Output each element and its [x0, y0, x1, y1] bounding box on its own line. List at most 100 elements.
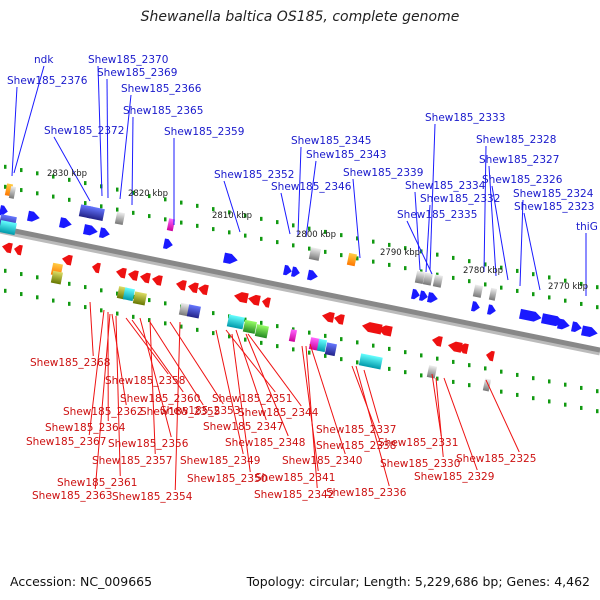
- reverse-gene-arrow: [248, 294, 261, 306]
- gene-label-bottom: Shew185_2325: [456, 453, 536, 465]
- tick-dot: [292, 243, 295, 248]
- gene-label-top: Shew185_2327: [479, 154, 559, 166]
- tick-dot: [36, 171, 39, 176]
- tick-dot: [548, 275, 551, 280]
- tick-dot: [228, 230, 231, 235]
- tick-dot: [228, 210, 231, 215]
- tick-dot: [324, 229, 327, 234]
- gene-label-top: Shew185_2352: [214, 169, 294, 181]
- tick-dot: [580, 385, 583, 390]
- tick-dot: [164, 301, 167, 306]
- gene-label-bottom: Shew185_2362: [63, 406, 143, 418]
- reverse-gene-arrow: [262, 297, 271, 308]
- forward-gene-arrow: [307, 269, 318, 281]
- gene-label-top: Shew185_2334: [405, 180, 486, 192]
- tick-dot: [436, 356, 439, 361]
- leader-line: [169, 321, 224, 405]
- tick-dot: [212, 311, 215, 316]
- gene-label-top: Shew185_2345: [291, 135, 371, 147]
- forward-gene-arrow: [471, 301, 480, 312]
- gene-label-bottom: Shew185_2356: [108, 438, 189, 450]
- reverse-gene-box: [254, 324, 269, 339]
- reverse-gene-arrow: [486, 350, 495, 362]
- tick-dot: [84, 201, 87, 206]
- reverse-gene-box: [132, 291, 147, 306]
- tick-dot: [292, 327, 295, 332]
- leader-line: [223, 180, 241, 233]
- tick-dot: [564, 382, 567, 387]
- gene-label-top: ndk: [34, 54, 54, 66]
- gene-label-bottom: Shew185_2336: [326, 487, 407, 499]
- forward-gene-box: [346, 252, 358, 267]
- reverse-gene-box: [288, 329, 298, 343]
- reverse-gene-arrow: [362, 322, 383, 335]
- tick-dot: [308, 226, 311, 231]
- tick-dot: [404, 370, 407, 375]
- leader-line: [443, 377, 478, 471]
- tick-dot: [564, 298, 567, 303]
- reverse-gene-box: [0, 220, 17, 236]
- leader-line: [11, 86, 18, 177]
- leader-line: [309, 343, 346, 455]
- tick-dot: [276, 220, 279, 225]
- forward-gene-box: [472, 284, 484, 298]
- tick-dot: [468, 363, 471, 368]
- tick-dot: [388, 262, 391, 267]
- forward-gene-box: [414, 270, 426, 285]
- reverse-gene-arrow: [116, 267, 127, 279]
- tick-dot: [84, 181, 87, 186]
- leader-line: [149, 319, 156, 455]
- reverse-gene-arrow: [322, 311, 335, 323]
- leader-line: [53, 136, 91, 202]
- tick-dot: [148, 298, 151, 303]
- tick-dot: [244, 317, 247, 322]
- tick-dot: [596, 305, 599, 310]
- tick-dot: [276, 240, 279, 245]
- tick-dot: [148, 318, 151, 323]
- gene-label-bottom: Shew185_2368: [30, 357, 110, 369]
- tick-dot: [420, 269, 423, 274]
- tick-dot: [100, 204, 103, 209]
- tick-dot: [20, 168, 23, 173]
- tick-dot: [52, 298, 55, 303]
- reverse-gene-arrow: [188, 282, 199, 294]
- tick-dot: [132, 314, 135, 319]
- tick-dot: [212, 331, 215, 336]
- leader-line: [523, 212, 541, 291]
- leader-line: [88, 309, 105, 436]
- forward-gene-arrow: [571, 321, 582, 333]
- tick-dot: [516, 288, 519, 293]
- tick-dot: [324, 353, 327, 358]
- tick-dot: [548, 399, 551, 404]
- tick-dot: [132, 210, 135, 215]
- tick-dot: [532, 272, 535, 277]
- gene-label-bottom: Shew185_2358: [105, 375, 185, 387]
- forward-gene-arrow: [541, 313, 564, 327]
- leader-line: [225, 329, 276, 393]
- tick-dot: [596, 389, 599, 394]
- tick-dot: [20, 188, 23, 193]
- tick-dot: [84, 285, 87, 290]
- tick-dot: [420, 353, 423, 358]
- forward-gene-arrow: [283, 264, 292, 276]
- tick-dot: [500, 389, 503, 394]
- tick-dot: [564, 402, 567, 407]
- forward-gene-box: [8, 186, 17, 199]
- leader-line: [280, 192, 291, 235]
- tick-dot: [308, 246, 311, 251]
- forward-gene-arrow: [0, 205, 8, 216]
- tick-dot: [4, 184, 7, 189]
- forward-gene-arrow: [411, 288, 420, 300]
- tick-dot: [516, 372, 519, 377]
- gene-label-bottom: Shew185_2337: [316, 424, 396, 436]
- leader-line: [247, 333, 302, 407]
- tick-dot: [4, 164, 7, 169]
- genome-backbone: [0, 225, 600, 353]
- tick-dot: [180, 200, 183, 205]
- forward-gene-box: [114, 211, 126, 226]
- tick-dot: [244, 337, 247, 342]
- tick-dot: [468, 383, 471, 388]
- features-layer: [0, 183, 598, 392]
- leader-line: [431, 373, 442, 437]
